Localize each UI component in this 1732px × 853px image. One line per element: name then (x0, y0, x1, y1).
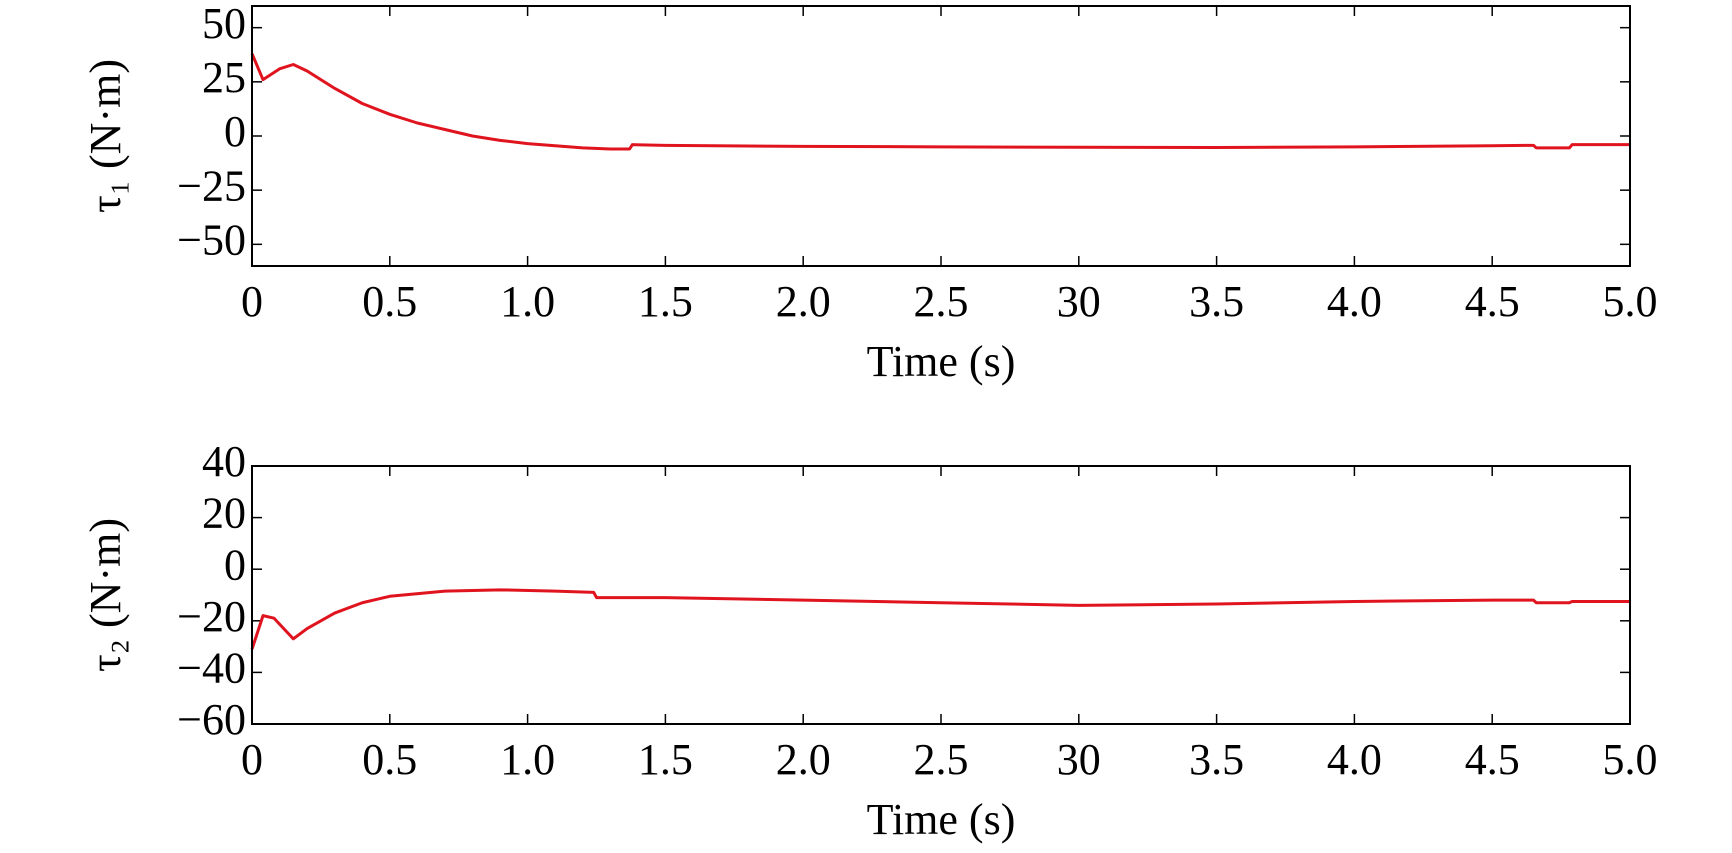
y-tick-label: −60 (177, 695, 246, 744)
x-tick-label: 1.5 (638, 735, 693, 784)
y-tick-label: 20 (202, 489, 246, 538)
x-tick-label: 30 (1057, 735, 1101, 784)
x-tick-label: 3.5 (1189, 277, 1244, 326)
x-tick-label: 5.0 (1603, 277, 1658, 326)
plot-frame (251, 465, 1631, 725)
y-tick-label: −40 (177, 643, 246, 692)
y-tick-label: 50 (202, 0, 246, 48)
data-line (250, 588, 1630, 650)
x-tick-label: 1.0 (500, 735, 555, 784)
y-tick-label: 40 (202, 437, 246, 486)
x-tick-label: 2.5 (914, 735, 969, 784)
x-axis-label: Time (s) (867, 795, 1016, 844)
x-tick-label: 0.5 (362, 735, 417, 784)
y-tick-label: 0 (224, 107, 246, 156)
x-tick-label: 5.0 (1603, 735, 1658, 784)
y-tick-label: 0 (224, 540, 246, 589)
x-tick-label: 2.0 (776, 277, 831, 326)
x-tick-label: 4.5 (1465, 735, 1520, 784)
y-tick-label: −25 (177, 161, 246, 210)
x-tick-label: 30 (1057, 277, 1101, 326)
x-tick-label: 0.5 (362, 277, 417, 326)
y-axis-label: τ₂ (N·m) (81, 518, 130, 672)
x-tick-label: 4.5 (1465, 277, 1520, 326)
x-tick-label: 0 (241, 735, 263, 784)
x-tick-label: 2.5 (914, 277, 969, 326)
x-tick-label: 0 (241, 277, 263, 326)
x-tick-label: 4.0 (1327, 735, 1382, 784)
y-tick-label: −20 (177, 592, 246, 641)
x-tick-label: 3.5 (1189, 735, 1244, 784)
y-tick-label: −50 (177, 215, 246, 264)
x-tick-label: 2.0 (776, 735, 831, 784)
x-tick-label: 1.0 (500, 277, 555, 326)
data-line (250, 53, 1630, 151)
x-tick-label: 4.0 (1327, 277, 1382, 326)
plot-frame (251, 5, 1631, 267)
y-tick-label: 25 (202, 53, 246, 102)
y-axis-label: τ₁ (N·m) (81, 59, 130, 213)
x-tick-label: 1.5 (638, 277, 693, 326)
x-axis-label: Time (s) (867, 337, 1016, 386)
